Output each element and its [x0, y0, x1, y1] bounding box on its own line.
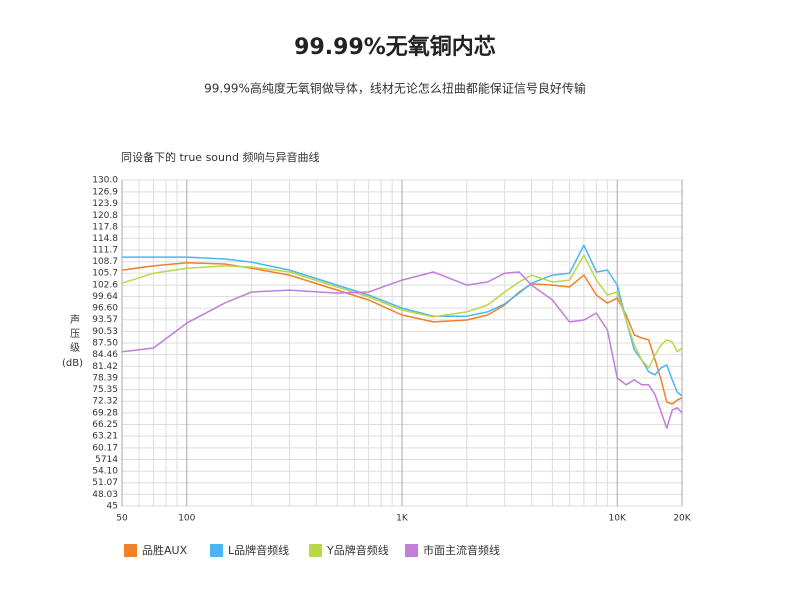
- y-tick-label: 54.10: [92, 467, 118, 477]
- legend-swatch: [210, 544, 223, 557]
- y-tick-label: 117.8: [92, 222, 118, 232]
- chart-title: 同设备下的 true sound 频响与异音曲线: [121, 150, 319, 164]
- y-tick-label: 99.64: [92, 292, 118, 302]
- y-tick-label: 48.03: [92, 490, 118, 500]
- y-tick-label: 108.7: [92, 257, 118, 267]
- legend-label: Y品牌音频线: [326, 543, 389, 557]
- y-axis-unit: (dB): [62, 358, 84, 369]
- y-tick-label: 126.9: [92, 187, 118, 197]
- y-tick-label: 81.42: [92, 362, 118, 372]
- series-line: [121, 254, 683, 369]
- x-tick-label: 100: [178, 514, 195, 524]
- y-tick-label: 123.9: [92, 199, 118, 209]
- series-line: [121, 262, 683, 405]
- legend-label: 市面主流音频线: [423, 543, 500, 557]
- y-tick-label: 84.46: [92, 350, 118, 360]
- y-tick-label: 114.8: [92, 234, 118, 244]
- y-tick-label: 5714: [95, 455, 118, 465]
- y-tick-label: 130.0: [92, 176, 118, 186]
- y-tick-label: 102.6: [92, 281, 118, 291]
- x-tick-label: 10K: [609, 514, 627, 524]
- y-tick-label: 111.7: [92, 246, 118, 256]
- y-tick-label: 63.21: [92, 432, 118, 442]
- x-tick-label: 1K: [396, 514, 409, 524]
- y-tick-label: 96.60: [92, 304, 118, 314]
- y-tick-label: 69.28: [92, 408, 118, 418]
- legend-swatch: [405, 544, 418, 557]
- y-tick-label: 66.25: [92, 420, 118, 430]
- y-tick-label: 45: [107, 502, 118, 512]
- y-axis-label: 声压级: [70, 315, 80, 354]
- x-tick-label: 20K: [673, 514, 691, 524]
- legend-swatch: [124, 544, 137, 557]
- y-tick-label: 72.32: [92, 397, 118, 407]
- y-tick-label: 60.17: [92, 443, 118, 453]
- y-tick-label: 120.8: [92, 211, 118, 221]
- page-title: 99.99%无氧铜内芯: [294, 34, 496, 60]
- y-tick-label: 93.57: [92, 315, 118, 325]
- page-subtitle: 99.99%高纯度无氧铜做导体，线材无论怎么扭曲都能保证信号良好传输: [204, 81, 586, 96]
- y-tick-label: 105.7: [92, 269, 118, 279]
- legend-label: 品胜AUX: [142, 543, 188, 557]
- x-tick-label: 50: [116, 514, 128, 524]
- y-tick-label: 75.35: [92, 385, 118, 395]
- legend-swatch: [309, 544, 322, 557]
- y-tick-label: 51.07: [92, 478, 118, 488]
- series-line: [122, 244, 683, 397]
- legend-label: L品牌音频线: [228, 543, 289, 557]
- y-tick-label: 90.53: [92, 327, 118, 337]
- y-tick-label: 78.39: [92, 373, 118, 383]
- series-line: [121, 271, 683, 429]
- y-tick-label: 87.50: [92, 339, 118, 349]
